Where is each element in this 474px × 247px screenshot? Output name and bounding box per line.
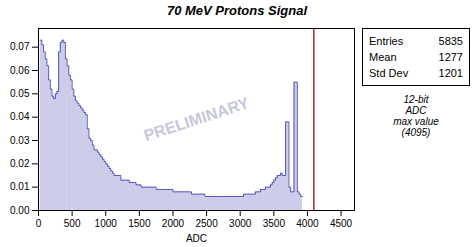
html-text:Mean: Mean	[369, 51, 397, 63]
svg-text:0.02: 0.02	[10, 158, 30, 169]
svg-text:3500: 3500	[263, 218, 286, 229]
svg-text:0.00: 0.00	[10, 205, 30, 216]
html-text:Entries: Entries	[369, 35, 404, 47]
svg-text:0.04: 0.04	[10, 111, 30, 122]
svg-text:0.03: 0.03	[10, 135, 30, 146]
svg-text:500: 500	[64, 218, 81, 229]
svg-text:3000: 3000	[229, 218, 252, 229]
html-text:5835: 5835	[438, 35, 463, 47]
svg-text:4500: 4500	[330, 218, 353, 229]
html-text:12-bit ADC max value (4095): 12-bit ADC max value (4095)	[393, 94, 439, 138]
svg-text:0: 0	[36, 218, 42, 229]
svg-text:1000: 1000	[95, 218, 118, 229]
html-text:1277: 1277	[438, 51, 463, 63]
svg-text:1500: 1500	[128, 218, 151, 229]
html-text:Std Dev: Std Dev	[369, 67, 409, 79]
svg-text:0.01: 0.01	[10, 181, 30, 192]
svg-text:0.06: 0.06	[10, 65, 30, 76]
svg-text:ADC: ADC	[186, 233, 207, 244]
html-text:1201: 1201	[438, 67, 463, 79]
svg-text:0.05: 0.05	[10, 88, 30, 99]
svg-text:2500: 2500	[195, 218, 218, 229]
svg-text:2000: 2000	[162, 218, 185, 229]
svg-text:PRELIMINARY: PRELIMINARY	[142, 94, 252, 144]
html-text:70 MeV Protons Signal: 70 MeV Protons Signal	[166, 3, 308, 18]
svg-text:0.07: 0.07	[10, 41, 30, 52]
svg-text:4000: 4000	[296, 218, 319, 229]
